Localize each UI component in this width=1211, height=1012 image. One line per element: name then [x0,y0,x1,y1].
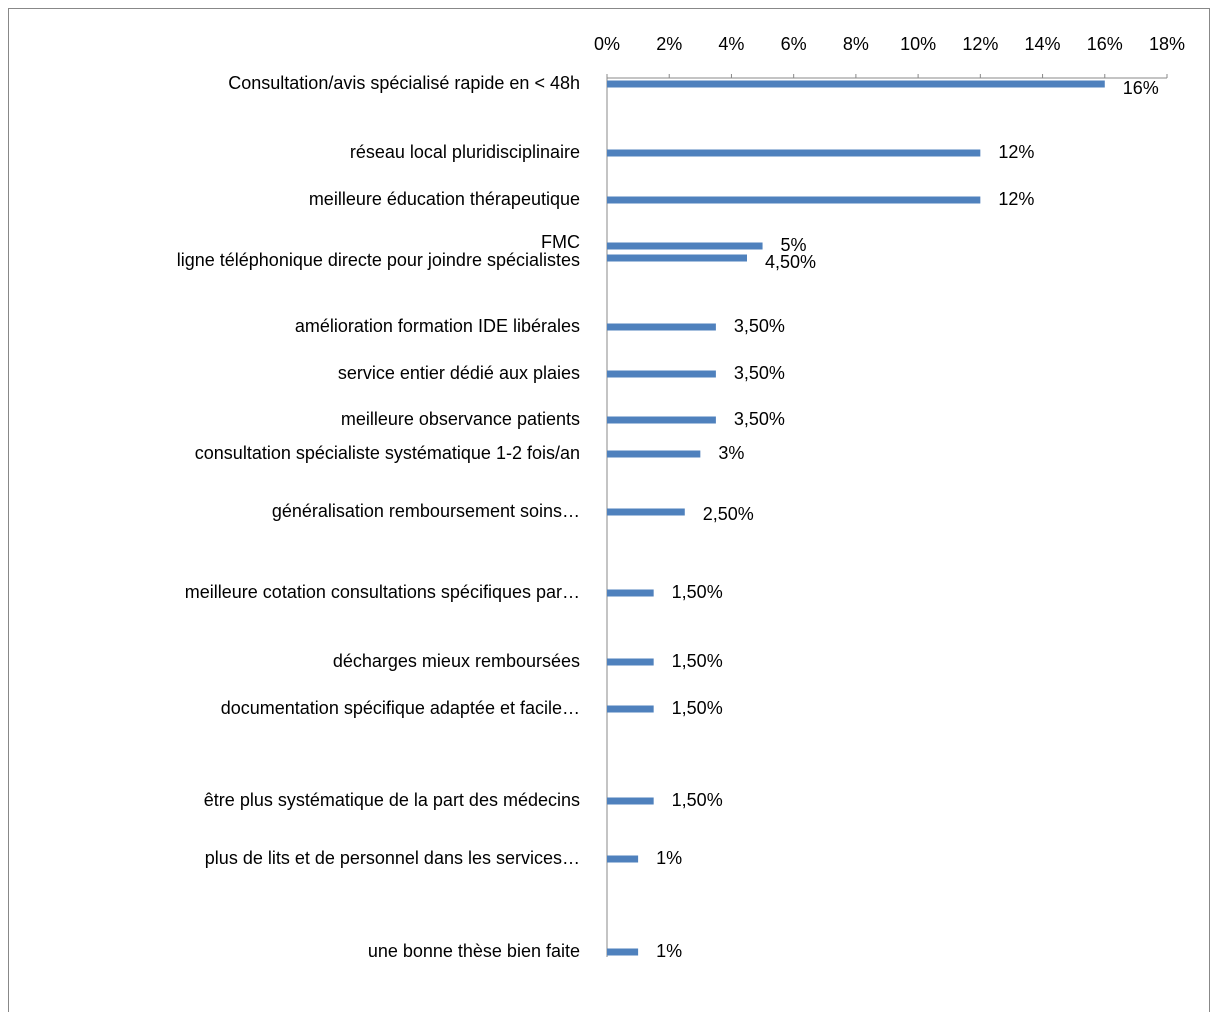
y-tick-label: Consultation/avis spécialisé rapide en <… [228,73,580,93]
data-label: 1,50% [672,790,723,810]
data-label: 16% [1123,78,1159,98]
x-tick-label: 2% [656,34,682,54]
data-label: 1% [656,848,682,868]
data-label: 5% [781,235,807,255]
bar [607,948,639,956]
y-tick-label: FMC [541,232,580,252]
data-label: 4,50% [765,252,816,272]
x-tick-label: 12% [962,34,998,54]
y-tick-label: une bonne thèse bien faite [368,941,580,961]
x-tick-label: 10% [900,34,936,54]
bar [607,196,981,204]
data-label: 3% [718,443,744,463]
bar [607,254,747,262]
bar [607,589,654,597]
bar [607,80,1105,88]
y-tick-label: meilleure éducation thérapeutique [309,189,580,209]
x-tick-label: 6% [781,34,807,54]
bar [607,323,716,331]
bar [607,705,654,713]
y-tick-label: documentation spécifique adaptée et faci… [221,698,580,718]
bar [607,658,654,666]
data-label: 1,50% [672,651,723,671]
x-tick-label: 0% [594,34,620,54]
data-label: 2,50% [703,504,754,524]
data-label: 3,50% [734,316,785,336]
data-label: 3,50% [734,409,785,429]
bar [607,149,981,157]
y-tick-label: service entier dédié aux plaies [338,363,580,383]
y-tick-label: amélioration formation IDE libérales [295,316,580,336]
y-tick-label: meilleure observance patients [341,409,580,429]
x-tick-label: 8% [843,34,869,54]
bar [607,450,701,458]
bar [607,242,763,250]
x-tick-label: 14% [1025,34,1061,54]
data-label: 1% [656,941,682,961]
x-tick-label: 18% [1149,34,1185,54]
data-label: 12% [998,189,1034,209]
y-tick-label: réseau local pluridisciplinaire [350,142,580,162]
chart-frame [8,8,1210,1012]
y-tick-label: décharges mieux remboursées [333,651,580,671]
data-label: 1,50% [672,698,723,718]
data-label: 3,50% [734,363,785,383]
y-tick-label: plus de lits et de personnel dans les se… [205,848,580,868]
x-tick-label: 4% [718,34,744,54]
y-tick-label: ligne téléphonique directe pour joindre … [177,250,580,270]
bar [607,370,716,378]
y-tick-label: être plus systématique de la part des mé… [204,790,580,810]
data-label: 1,50% [672,582,723,602]
bar [607,797,654,805]
x-tick-label: 16% [1087,34,1123,54]
bar [607,855,639,863]
bar [607,416,716,424]
y-tick-label: généralisation remboursement soins… [272,501,580,521]
data-label: 12% [998,142,1034,162]
bar [607,508,685,516]
y-tick-label: meilleure cotation consultations spécifi… [185,582,580,602]
y-tick-label: consultation spécialiste systématique 1-… [195,443,580,463]
